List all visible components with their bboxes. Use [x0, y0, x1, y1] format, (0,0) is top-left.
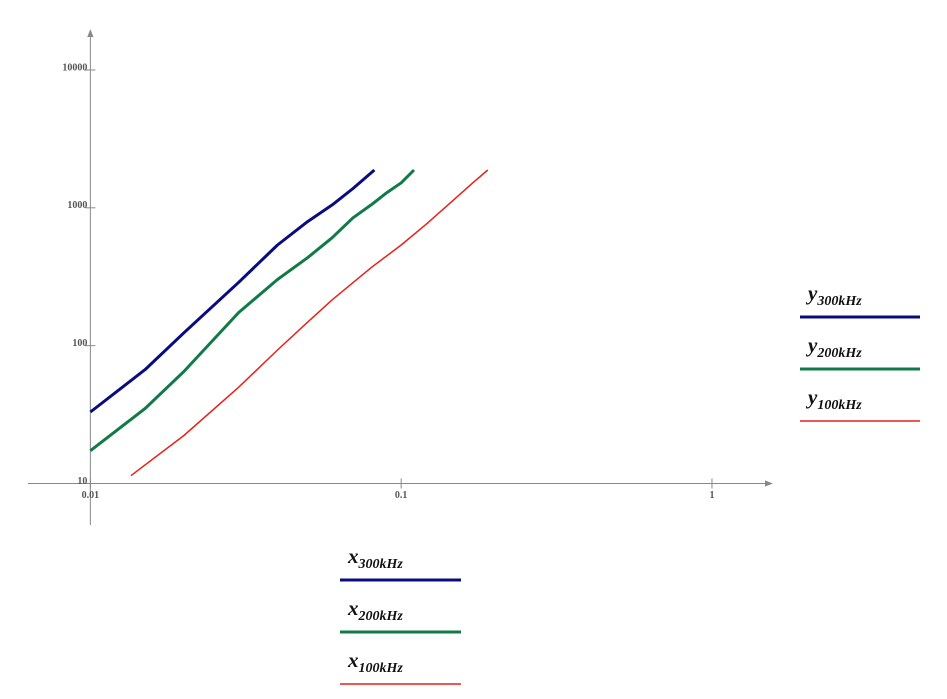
legend-sub: 300kHz — [358, 557, 404, 572]
legend-var: y — [805, 333, 818, 357]
series-line — [130, 169, 489, 477]
legend-label: x300kHz — [347, 544, 403, 572]
legend-var: y — [805, 281, 818, 305]
legend-label: x100kHz — [347, 648, 403, 676]
legend-sub: 200kHz — [358, 609, 404, 624]
legend-var: x — [347, 596, 359, 620]
legend-label: y300kHz — [805, 281, 862, 309]
legend-sub: 300kHz — [816, 294, 862, 309]
y-tick-label: 1000 — [67, 200, 87, 211]
legend-label: x200kHz — [347, 596, 403, 624]
legend-var: x — [347, 544, 359, 568]
y-tick-label: 10 — [77, 476, 87, 487]
y-tick-label: 10000 — [62, 62, 87, 73]
x-tick-label: 0.01 — [82, 490, 100, 501]
y-tick-label: 100 — [72, 338, 87, 349]
legend-label: y100kHz — [805, 385, 862, 413]
legend-label: y200kHz — [805, 333, 862, 361]
legend-var: x — [347, 648, 359, 672]
series-line — [89, 168, 416, 452]
legend-sub: 100kHz — [359, 661, 404, 676]
legend-sub: 100kHz — [817, 398, 862, 413]
legend-sub: 200kHz — [816, 346, 862, 361]
legend-var: y — [805, 385, 818, 409]
x-tick-label: 0.1 — [395, 490, 408, 501]
series-line — [89, 168, 376, 414]
x-tick-label: 1 — [709, 490, 714, 501]
